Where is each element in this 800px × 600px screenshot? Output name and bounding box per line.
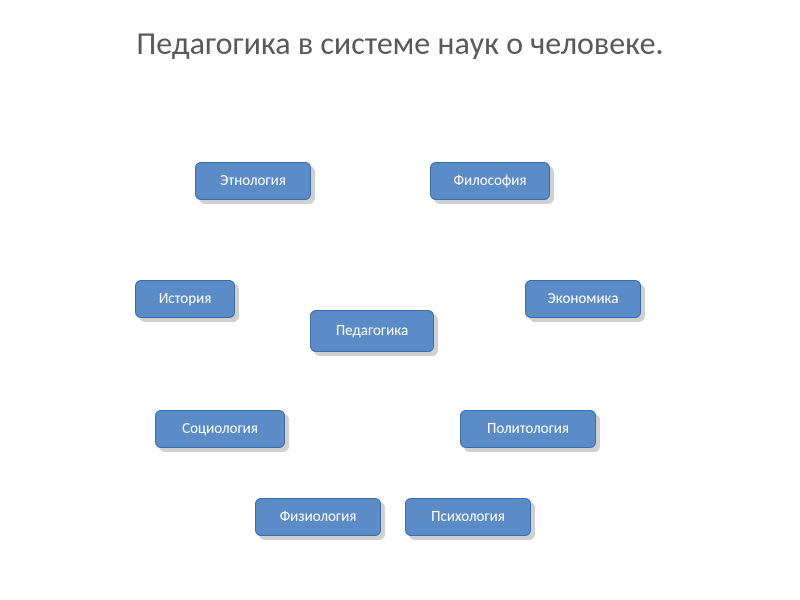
node-philosophy: Философия (430, 162, 550, 200)
node-ethnology: Этнология (195, 162, 311, 200)
page-title: Педагогика в системе наук о человеке. (0, 25, 800, 63)
node-polit: Политология (460, 410, 596, 448)
node-economics: Экономика (525, 280, 641, 318)
node-psychology: Психология (405, 498, 531, 536)
node-history: История (135, 280, 235, 318)
node-physiology: Физиология (255, 498, 381, 536)
node-sociology: Социология (155, 410, 285, 448)
node-pedagogy: Педагогика (310, 310, 434, 352)
